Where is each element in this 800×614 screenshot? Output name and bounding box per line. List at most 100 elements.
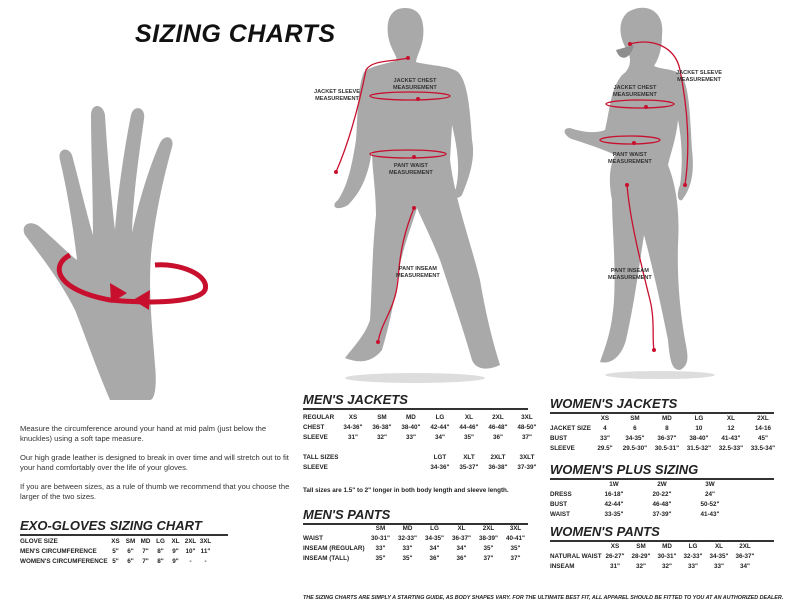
table-cell: 33" — [405, 433, 416, 441]
table-cell: 34" — [456, 544, 467, 552]
table-cell: 38-39" — [478, 534, 499, 542]
table-cell: 46-48" — [652, 500, 672, 508]
womens-pants-heading: WOMEN'S PANTS — [550, 524, 774, 542]
table-cell: 5" — [112, 557, 119, 565]
table-cell: 29.5-30" — [622, 444, 648, 452]
table-cell — [512, 442, 541, 452]
table-row: BUST 42-44" 46-48" 50-52" — [550, 499, 734, 509]
table-cell: 35" — [402, 554, 413, 562]
table-cell: SM — [125, 537, 136, 545]
table-cell: 34-35" — [424, 534, 445, 542]
table-cell: 10 — [695, 424, 703, 432]
glove-instructions: Measure the circumference around your ha… — [20, 424, 290, 502]
table-cell: 32" — [376, 433, 387, 441]
row-label: INSEAM (REGULAR) — [303, 544, 365, 552]
row-label: SLEEVE — [303, 433, 328, 441]
table-cell: LG — [435, 413, 445, 421]
table-row: SLEEVE 29.5" 29.5-30" 30.5-31" 31.5-32" 32.5-… — [550, 443, 779, 453]
table-cell: 34-36" — [343, 423, 363, 431]
table-cell: 32.5-33" — [718, 444, 744, 452]
table-cell: 1W — [609, 480, 619, 488]
row-label: TALL SIZES — [303, 453, 339, 461]
table-row: SLEEVE 34-36" 35-37" 36-38" 37-39" — [303, 462, 541, 472]
row-label — [550, 413, 591, 423]
table-cell: 37-39" — [517, 463, 537, 471]
table-header-row: SM MD LG XL 2XL 3XL — [303, 523, 529, 533]
table-cell: 36-38" — [372, 423, 392, 431]
table-cell: XLT — [463, 453, 475, 461]
chest-measure-line — [369, 91, 451, 101]
table-cell: XS — [111, 537, 120, 545]
table-cell: 10" — [185, 547, 196, 555]
table-cell: XS — [600, 414, 610, 422]
table-cell: 33" — [375, 544, 386, 552]
arrow-icon — [133, 290, 150, 310]
row-label: WOMEN'S CIRCUMFERENCE — [20, 557, 108, 565]
table-cell: 8 — [665, 424, 669, 432]
row-label: INSEAM — [550, 562, 575, 570]
table-cell: 4 — [603, 424, 607, 432]
row-label: BUST — [550, 434, 568, 442]
row-label: NATURAL WAIST — [550, 552, 602, 560]
table-cell: 29.5" — [597, 444, 613, 452]
table-cell: SM — [375, 524, 386, 532]
womens-label-jacket-sleeve: JACKET SLEEVE MEASUREMENT — [676, 70, 723, 83]
table-row: TALL SIZES LGT XLT 2XLT 3XLT — [303, 452, 541, 462]
table-cell: 6" — [127, 547, 134, 555]
table-cell: 36" — [429, 554, 440, 562]
table-cell: 2XL — [492, 413, 504, 421]
table-cell — [338, 452, 367, 462]
table-row: INSEAM 31" 32" 32" 33" 33" 34" — [550, 561, 758, 571]
table-cell: 2XL — [739, 542, 751, 550]
table-cell: 2XLT — [490, 453, 506, 461]
table-cell: MD — [662, 414, 672, 422]
table-cell: 33.5-34" — [750, 444, 776, 452]
table-cell: 9" — [172, 547, 179, 555]
sleeve-measure-line — [335, 57, 409, 173]
table-cell: 34-35" — [625, 434, 645, 442]
womens-label-pant-inseam: PANT INSEAM MEASUREMENT — [608, 268, 652, 281]
table-cell: 7" — [142, 557, 149, 565]
table-cell: 30-31" — [370, 534, 391, 542]
table-cell: 9" — [172, 557, 179, 565]
row-label: WAIST — [550, 510, 570, 518]
table-cell: SM — [630, 414, 640, 422]
womens-jackets-table: XS SM MD LG XL 2XL JACKET SIZE 4 6 8 10 12 14-16 BUST… — [550, 413, 779, 453]
table-cell: 34" — [434, 433, 445, 441]
table-cell: LG — [430, 524, 439, 532]
table-cell: 3XL — [199, 537, 212, 545]
waist-measure-line — [599, 135, 661, 145]
table-cell: 2W — [657, 480, 667, 488]
mens-jackets-heading: MEN'S JACKETS — [303, 392, 528, 410]
instruction-paragraph: If you are between sizes, as a rule of t… — [20, 482, 290, 501]
row-label: SLEEVE — [550, 444, 575, 452]
table-cell: MD — [140, 537, 151, 545]
tall-sizes-note: Tall sizes are 1.5" to 2" longer in both… — [303, 487, 509, 494]
table-cell: 36-37" — [735, 552, 755, 560]
table-cell: XL — [457, 524, 466, 532]
inseam-measure-line — [626, 184, 655, 351]
table-cell: 50-52" — [700, 500, 720, 508]
row-label — [303, 523, 367, 533]
table-row: INSEAM (REGULAR) 33" 33" 34" 34" 35" 35" — [303, 543, 529, 553]
table-cell: XL — [464, 413, 473, 421]
table-cell: LG — [688, 542, 698, 550]
table-cell: 2XL — [184, 537, 197, 545]
page-title: SIZING CHARTS — [135, 20, 336, 48]
table-cell: 37" — [483, 554, 494, 562]
table-cell — [396, 452, 425, 462]
mens-pants-heading: MEN'S PANTS — [303, 507, 528, 525]
mens-label-pant-inseam: PANT INSEAM MEASUREMENT — [396, 266, 440, 279]
table-cell: 16-18" — [604, 490, 624, 498]
row-label — [550, 541, 602, 551]
arrow-icon — [110, 283, 127, 303]
table-cell: XL — [714, 542, 724, 550]
table-cell: 3XL — [521, 413, 533, 421]
table-cell — [367, 442, 396, 452]
table-cell: XL — [171, 537, 180, 545]
table-cell: 20-22" — [652, 490, 672, 498]
row-label: DRESS — [550, 490, 572, 498]
table-row: MEN'S CIRCUMFERENCE 5" 6" 7" 8" 9" 10" 11" — [20, 546, 213, 556]
womens-plus-heading: WOMEN'S PLUS SIZING — [550, 462, 774, 480]
table-cell: 8" — [157, 547, 164, 555]
